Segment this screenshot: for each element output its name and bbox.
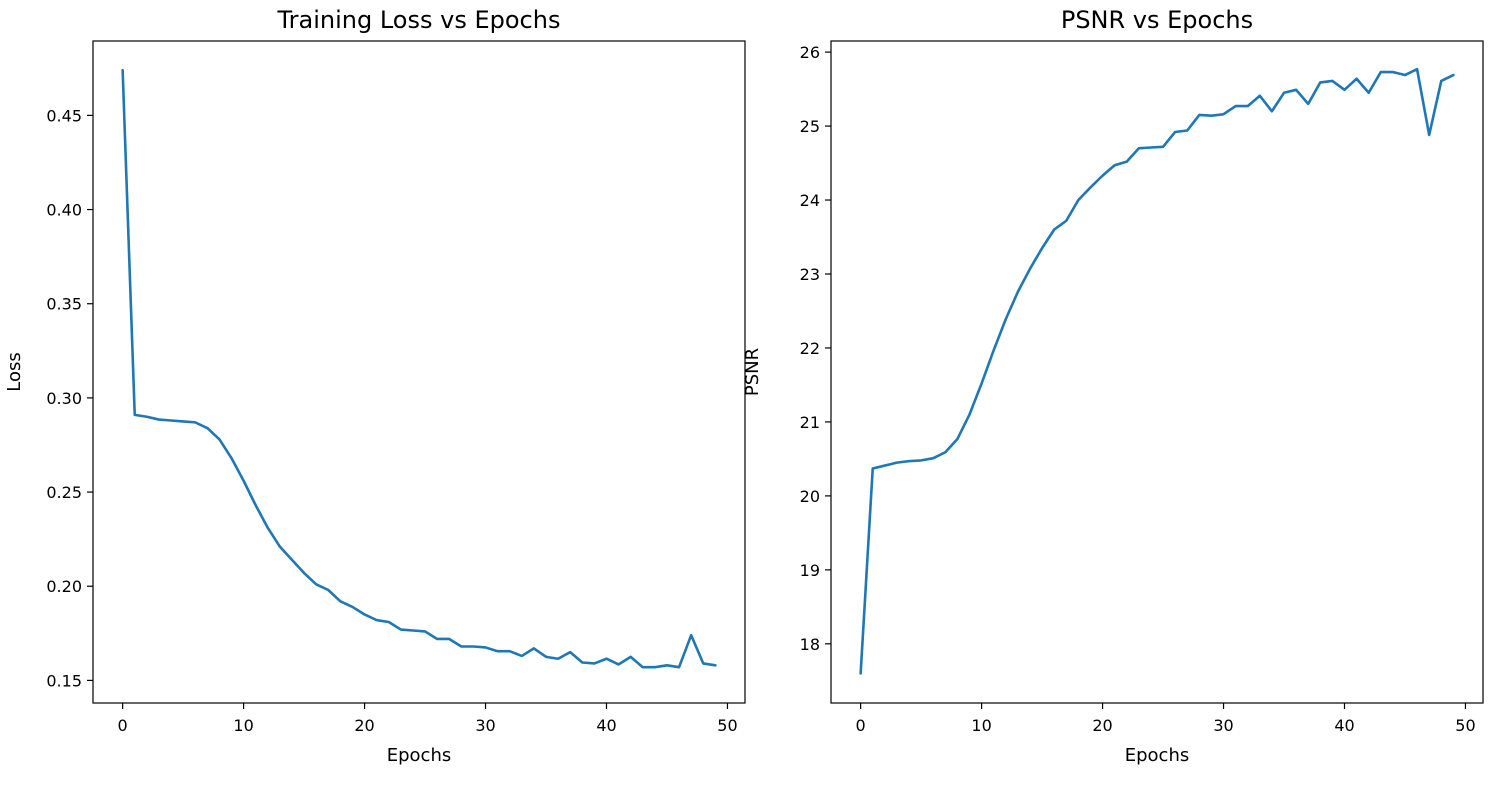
loss-x-tick-label: 50 (717, 716, 737, 735)
loss-chart: 0 10 20 30 40 50 0.15 0.20 0.25 0.30 0.35 0.40 0.45 T… (4, 6, 746, 766)
psnr-y-tick-label: 25 (800, 117, 820, 136)
psnr-x-tick-label: 0 (856, 716, 866, 735)
psnr-y-axis-label: PSNR (742, 348, 763, 396)
psnr-chart: 0 10 20 30 40 50 18 19 20 21 22 23 24 25 26 PSNR vs Epo… (742, 6, 1484, 766)
loss-x-tick-label: 40 (596, 716, 616, 735)
psnr-y-tick-label: 23 (800, 265, 820, 284)
psnr-axes-frame (830, 40, 1484, 704)
psnr-y-tick-label: 18 (800, 635, 820, 654)
loss-x-tick-label: 30 (475, 716, 495, 735)
loss-y-tick-label: 0.40 (46, 201, 82, 220)
psnr-x-tick-label: 40 (1334, 716, 1354, 735)
loss-y-tick-label: 0.35 (46, 295, 82, 314)
psnr-y-tick-label: 20 (800, 487, 820, 506)
loss-y-tick-label: 0.25 (46, 483, 82, 502)
loss-series-line (121, 68, 717, 669)
psnr-x-axis-label: Epochs (1125, 745, 1190, 766)
loss-x-tick-label: 10 (233, 716, 253, 735)
psnr-y-tick-label: 22 (800, 339, 820, 358)
psnr-series-line (859, 67, 1455, 675)
loss-y-axis-label: Loss (4, 352, 25, 391)
psnr-x-tick-label: 30 (1213, 716, 1233, 735)
psnr-y-tick-label: 24 (800, 191, 820, 210)
loss-x-tick-label: 20 (354, 716, 374, 735)
loss-y-tick-label: 0.20 (46, 577, 82, 596)
loss-x-axis-label: Epochs (387, 745, 452, 766)
loss-axes-frame (92, 40, 746, 704)
psnr-y-tick-label: 21 (800, 413, 820, 432)
loss-y-tick-label: 0.30 (46, 389, 82, 408)
psnr-y-tick-label: 19 (800, 561, 820, 580)
loss-y-tick-label: 0.15 (46, 671, 82, 690)
psnr-x-tick-label: 20 (1092, 716, 1112, 735)
psnr-y-tick-label: 26 (800, 43, 820, 62)
loss-x-tick-label: 0 (118, 716, 128, 735)
loss-y-tick-label: 0.45 (46, 106, 82, 125)
psnr-x-tick-label: 10 (971, 716, 991, 735)
psnr-chart-title: PSNR vs Epochs (1061, 6, 1253, 34)
loss-chart-title: Training Loss vs Epochs (277, 6, 561, 34)
psnr-x-tick-label: 50 (1455, 716, 1475, 735)
